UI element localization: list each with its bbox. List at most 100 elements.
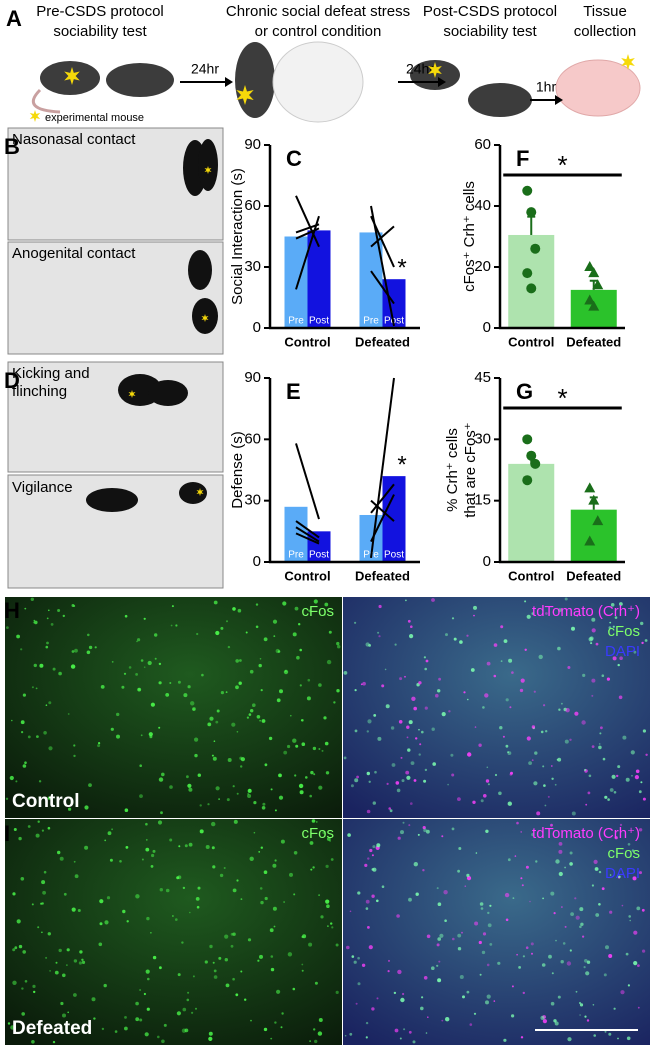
cell-speck: [522, 991, 525, 995]
cell-speck: [443, 890, 448, 895]
paired-line: [370, 494, 395, 542]
cell-speck: [224, 934, 229, 939]
x-tick-label: Control: [508, 334, 554, 349]
cell-speck: [237, 608, 242, 613]
data-point: [526, 283, 537, 294]
arrow-head: [555, 95, 563, 105]
cell-speck: [258, 851, 261, 853]
cell-speck: [325, 771, 330, 775]
cell-speck: [511, 671, 514, 674]
cell-speck: [250, 709, 254, 713]
cell-speck: [279, 689, 283, 694]
cell-speck: [525, 946, 529, 949]
cell-speck: [41, 880, 46, 885]
cell-speck: [408, 1030, 412, 1034]
cell-speck: [18, 944, 23, 949]
cell-speck: [272, 863, 277, 868]
cell-speck: [574, 711, 579, 716]
arrow-head: [438, 77, 446, 87]
cell-speck: [425, 1032, 428, 1034]
cell-speck: [435, 693, 439, 698]
cell-speck: [121, 685, 125, 689]
cell-speck: [484, 693, 489, 698]
cell-speck: [335, 990, 339, 995]
bar: [284, 236, 308, 328]
cell-speck: [66, 948, 70, 952]
cell-speck: [619, 823, 623, 827]
y-tick-label: 0: [483, 319, 491, 336]
cell-speck: [232, 607, 236, 611]
cell-speck: [378, 635, 381, 638]
cell-speck: [73, 860, 76, 863]
cell-speck: [569, 738, 572, 741]
cell-speck: [642, 729, 647, 733]
cell-speck: [249, 856, 254, 861]
photo-label: Nasonasal contact: [12, 131, 136, 148]
cell-speck: [390, 726, 395, 730]
arrow-head: [225, 77, 233, 87]
significance-mark: *: [397, 255, 406, 282]
micrograph: [343, 597, 650, 818]
cell-speck: [310, 868, 313, 871]
cell-speck: [558, 849, 563, 854]
paired-line: [370, 377, 395, 559]
cell-speck: [441, 835, 444, 838]
cell-speck: [554, 783, 557, 786]
step-label: sociability test: [443, 23, 537, 40]
cell-speck: [204, 960, 208, 964]
cell-speck: [466, 876, 472, 881]
cell-speck: [451, 773, 455, 777]
cell-speck: [603, 973, 607, 977]
cell-speck: [27, 825, 31, 828]
cell-speck: [240, 757, 245, 762]
cell-speck: [617, 765, 621, 769]
cell-speck: [493, 643, 498, 647]
cell-speck: [187, 991, 190, 994]
cell-speck: [367, 857, 370, 860]
cell-speck: [591, 694, 594, 697]
cell-speck: [424, 667, 428, 671]
cell-speck: [534, 751, 538, 755]
cell-speck: [318, 748, 321, 750]
cell-speck: [601, 674, 605, 677]
cell-speck: [275, 648, 280, 654]
cell-speck: [420, 1006, 424, 1011]
cell-speck: [644, 639, 648, 642]
cell-speck: [641, 641, 644, 645]
cell-speck: [346, 945, 350, 950]
cell-speck: [509, 706, 512, 709]
cell-speck: [146, 1007, 150, 1011]
cell-speck: [610, 603, 615, 607]
cell-speck: [402, 821, 405, 824]
cell-speck: [109, 858, 113, 862]
cell-speck: [591, 884, 595, 887]
cell-speck: [635, 769, 640, 774]
cell-speck: [260, 900, 264, 905]
cell-speck: [503, 639, 508, 643]
cell-speck: [14, 946, 18, 950]
cell-speck: [487, 923, 492, 928]
cell-speck: [192, 975, 195, 978]
cell-speck: [333, 701, 336, 704]
paired-line: [370, 483, 395, 514]
cell-speck: [283, 669, 289, 675]
cell-speck: [367, 719, 372, 724]
x-tick-label: Defeated: [355, 334, 410, 349]
cell-speck: [160, 811, 163, 815]
cell-speck: [48, 609, 50, 612]
cell-speck: [281, 1012, 284, 1015]
cell-speck: [403, 1028, 406, 1031]
cell-speck: [637, 1006, 640, 1009]
cell-speck: [84, 805, 89, 810]
cell-speck: [36, 735, 39, 738]
cell-speck: [326, 659, 332, 665]
cell-speck: [482, 706, 485, 709]
cell-speck: [521, 884, 524, 887]
cell-speck: [642, 797, 646, 801]
cell-speck: [410, 761, 415, 765]
mouse: [179, 482, 207, 504]
cell-speck: [91, 997, 96, 1002]
cell-speck: [249, 669, 254, 674]
cell-speck: [543, 704, 546, 707]
cell-speck: [402, 992, 405, 996]
